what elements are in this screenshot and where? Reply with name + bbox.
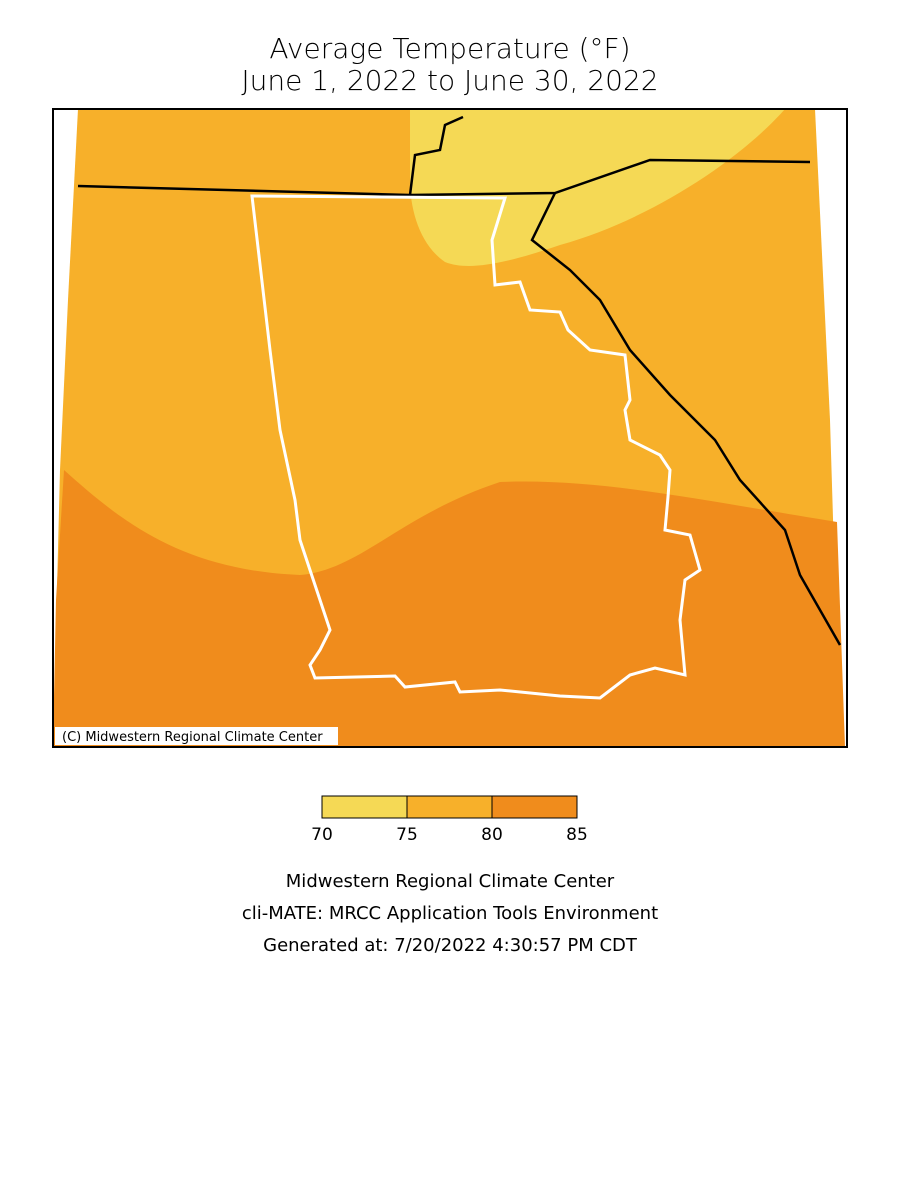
footer-line: cli-MATE: MRCC Application Tools Environ… (242, 903, 658, 924)
map: (C) Midwestern Regional Climate Center (52, 108, 848, 748)
legend-swatch (321, 795, 408, 819)
zone-70-75 (410, 109, 785, 266)
legend-tick-label: 85 (566, 825, 588, 845)
credit: (C) Midwestern Regional Climate Center (62, 730, 323, 745)
credit-box (55, 727, 338, 745)
legend-swatch (406, 795, 493, 819)
map-frame (52, 108, 848, 748)
georgia-outline (250, 194, 702, 700)
state-border (530, 192, 842, 646)
subtitle: June 1, 2022 to June 30, 2022 (241, 64, 658, 97)
legend-tick-label: 80 (481, 825, 503, 845)
state-border (408, 115, 464, 196)
footer-line: Midwestern Regional Climate Center (286, 871, 615, 892)
legend-swatch (491, 795, 578, 819)
legend-tick-label: 75 (396, 825, 418, 845)
zone-80-85 (53, 470, 845, 747)
legend-tick-label: 70 (311, 825, 333, 845)
title: Average Temperature (°F) (269, 32, 630, 65)
footer-line: Generated at: 7/20/2022 4:30:57 PM CDT (263, 935, 638, 956)
legend: 70 75 80 85 (311, 795, 588, 845)
